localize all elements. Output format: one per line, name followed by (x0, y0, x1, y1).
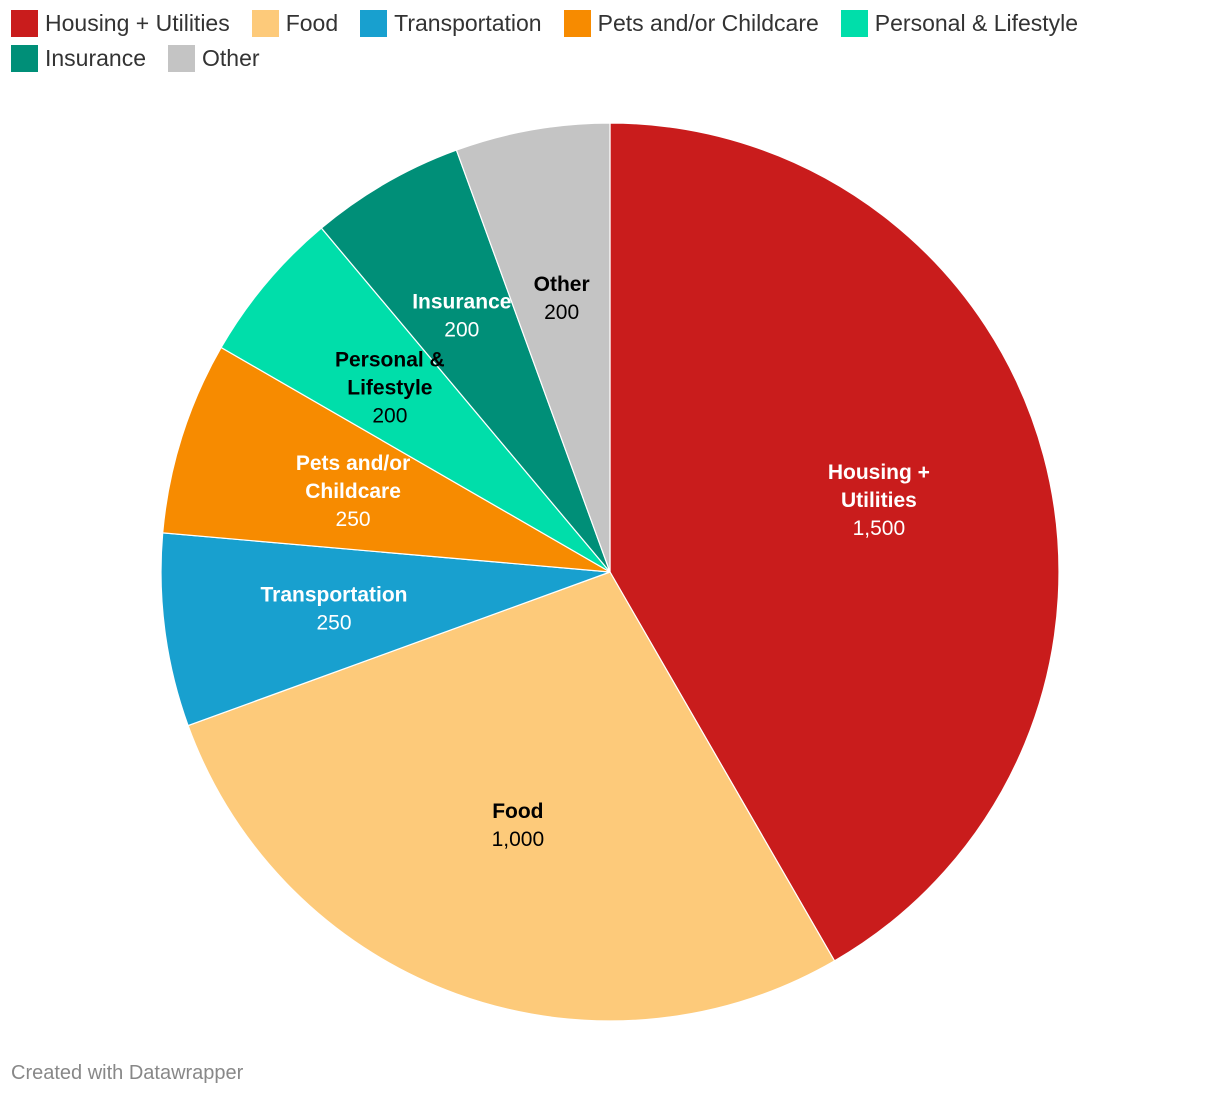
pie-slice-insurance (320, 149, 611, 573)
legend-swatch (11, 10, 38, 37)
slice-label-housing-utilities: Housing + (828, 461, 930, 484)
legend-item-insurance: Insurance (11, 45, 146, 72)
legend-item-transportation: Transportation (360, 10, 542, 37)
legend-label: Food (285, 10, 339, 36)
slice-label-insurance: Insurance (412, 290, 511, 313)
slice-label-pets-and-or-childcare: Childcare (305, 480, 401, 503)
pie-slices (160, 122, 1060, 1022)
slice-label-pets-and-or-childcare: Pets and/or (296, 452, 410, 475)
legend-item-pets-childcare: Pets and/or Childcare (563, 10, 819, 37)
legend-label: Insurance (45, 45, 147, 71)
slice-label-transportation: Transportation (260, 583, 407, 606)
pie-slice-personal-lifestyle (220, 227, 611, 573)
legend-label: Transportation (394, 10, 542, 36)
slice-value-transportation: 250 (316, 611, 351, 634)
legend: Housing + Utilities Food Transportation … (11, 10, 1191, 72)
pie-slice-other (455, 122, 611, 573)
pie-labels: Housing + Utilities 1,500 Food 1,000 Transpor… (260, 273, 929, 851)
legend-swatch (251, 10, 279, 37)
pie-slice-food (187, 571, 836, 1022)
legend-swatch (168, 45, 196, 72)
legend-item-housing-utilities: Housing + Utilities (11, 10, 230, 37)
pie-slice-transportation (160, 532, 611, 727)
legend-label: Pets and/or Childcare (597, 10, 819, 36)
slice-label-personal-lifestyle: Lifestyle (347, 376, 432, 399)
legend-swatch (563, 10, 591, 37)
legend-swatch (11, 45, 38, 72)
slice-value-housing-utilities: 1,500 (853, 517, 906, 540)
legend-label: Housing + Utilities (45, 10, 230, 36)
slice-label-personal-lifestyle: Personal & (335, 348, 445, 371)
legend-label: Personal & Lifestyle (874, 10, 1079, 36)
legend-swatch (360, 10, 388, 37)
pie-slice-housing-utilities (609, 122, 1060, 962)
slice-value-food: 1,000 (492, 828, 545, 851)
legend-swatch (840, 10, 868, 37)
pie-slice-pets-and-or-childcare (162, 346, 611, 573)
slice-label-food: Food (492, 800, 543, 823)
legend-item-food: Food (251, 10, 339, 37)
slice-value-personal-lifestyle: 200 (372, 404, 407, 427)
footer-credit: Created with Datawrapper (11, 1062, 244, 1084)
slice-label-housing-utilities: Utilities (841, 489, 917, 512)
legend-label: Other (202, 45, 260, 71)
legend-item-personal-lifestyle: Personal & Lifestyle (840, 10, 1079, 37)
legend-item-other: Other (168, 45, 260, 72)
slice-label-other: Other (534, 273, 590, 296)
slice-value-insurance: 200 (444, 318, 479, 341)
slice-value-pets-and-or-childcare: 250 (336, 508, 371, 531)
slice-value-other: 200 (544, 301, 579, 324)
